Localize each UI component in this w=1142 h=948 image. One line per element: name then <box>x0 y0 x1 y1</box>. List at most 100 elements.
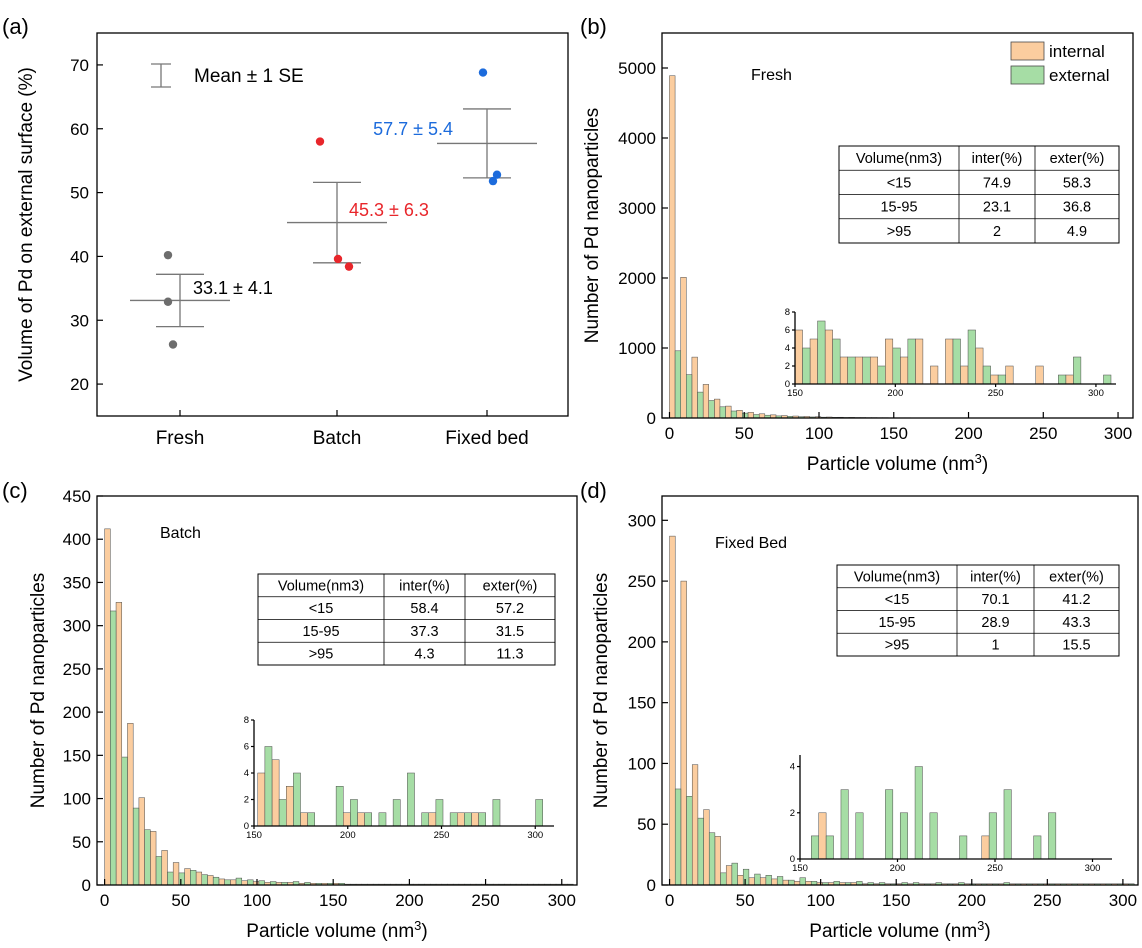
mean-se-label: 57.7 ± 5.4 <box>373 119 453 139</box>
bar-external <box>190 870 197 886</box>
x-tick-label: 300 <box>1109 891 1137 910</box>
legend-mean-se: Mean ± 1 SE <box>151 63 304 88</box>
bar-external <box>730 410 738 419</box>
table-cell: 1 <box>991 638 999 654</box>
data-point <box>478 68 488 77</box>
inset-y-tick-label: 8 <box>785 307 790 318</box>
y-tick-label: 3000 <box>618 199 656 218</box>
inset-bar-internal <box>915 338 924 385</box>
inset-bar-internal <box>428 812 437 827</box>
inset-y-tick-label: 6 <box>244 742 249 753</box>
legend-label-external: external <box>1049 66 1109 85</box>
inset-bar-external <box>952 338 961 385</box>
inset-bar-internal <box>343 812 351 827</box>
bar-external <box>742 868 750 886</box>
inset-y-tick-label: 8 <box>244 715 249 726</box>
x-tick-label: 200 <box>954 424 982 443</box>
inset-bar-external <box>899 812 908 860</box>
x-tick-label: 100 <box>805 424 833 443</box>
data-point <box>488 176 498 186</box>
bar-external <box>731 862 738 886</box>
table-header-cell: exter(%) <box>483 578 538 594</box>
bar-external <box>201 874 208 886</box>
bar-external <box>686 796 693 886</box>
y-tick-label: 50 <box>637 815 656 834</box>
y-tick-label: 40 <box>70 247 89 266</box>
table-header-cell: inter(%) <box>972 151 1023 167</box>
mean-se-label: 33.1 ± 4.1 <box>193 278 273 298</box>
table-cell: >95 <box>309 647 334 663</box>
bar-external <box>708 400 715 419</box>
y-tick-label: 100 <box>63 790 91 809</box>
table-cell: 28.9 <box>981 615 1009 631</box>
inset-y-tick-label: 4 <box>790 762 795 773</box>
inset-bar-internal <box>457 812 465 827</box>
data-point <box>163 250 173 260</box>
y-tick-label: 2000 <box>618 269 656 288</box>
y-tick-label: 60 <box>70 120 89 139</box>
bar-external <box>235 877 243 886</box>
inset-bar-external <box>478 812 486 827</box>
bar-external <box>224 879 231 886</box>
y-axis-title: Number of Pd nanoparticles <box>582 108 603 344</box>
inset-bar-external <box>811 835 819 860</box>
inset-bar-external <box>1073 356 1082 385</box>
inset-bar-internal <box>300 812 308 827</box>
panel-d: (d) 0 50 100 150 200 250 300 0 50 100 150 200 250 300 P… <box>580 478 1139 943</box>
inset-y-tick-label: 4 <box>785 343 790 354</box>
inset-x-tick-label: 150 <box>246 830 262 841</box>
bar-external <box>720 872 727 886</box>
inset-bar-external <box>350 799 358 827</box>
inset-y-tick-label: 0 <box>785 379 790 390</box>
bar-external <box>110 610 117 886</box>
inset-bar-internal <box>818 812 827 860</box>
bar-external <box>799 877 806 886</box>
table-cell: 15.5 <box>1062 638 1090 654</box>
bar-internal <box>691 356 698 419</box>
y-tick-label: 1000 <box>618 339 656 358</box>
bar-internal <box>669 535 676 886</box>
bar-external <box>144 829 151 886</box>
inset-bar-external <box>862 356 871 385</box>
bar-internal <box>172 862 180 886</box>
x-tick-label: 150 <box>882 891 910 910</box>
inset-bar-external <box>364 812 372 827</box>
x-axis-title: Particle volume (nm3) <box>809 918 990 943</box>
inset-bar-external <box>885 789 894 860</box>
inset-bar-internal <box>981 835 990 860</box>
table-cell: 15-95 <box>880 200 917 216</box>
inset-bar-internal <box>257 772 266 827</box>
summary-table: Volume(nm3) inter(%) exter(%) <15 74.9 58.3 15… <box>838 145 1120 244</box>
panel-c-frame <box>96 495 578 886</box>
table-cell: <15 <box>309 601 334 617</box>
summary-table: Volume(nm3) inter(%) exter(%) <15 70.1 41.2 15… <box>836 564 1120 657</box>
y-tick-label: 200 <box>628 633 656 652</box>
inset-bar-external <box>802 347 811 385</box>
table-cell: 2 <box>993 224 1001 240</box>
bar-external <box>708 832 716 886</box>
inset-bar-external <box>449 812 458 827</box>
x-tick-label: Fixed bed <box>445 428 528 449</box>
inset-bar-external <box>407 772 415 827</box>
table-cell: 58.4 <box>410 601 438 617</box>
inset-y-tick-label: 2 <box>790 808 795 819</box>
table-header-cell: Volume(nm3) <box>278 578 364 594</box>
inset-bar-external <box>914 766 923 860</box>
legend-label: Mean ± 1 SE <box>194 66 304 87</box>
inset-y-tick-label: 2 <box>785 361 790 372</box>
group-fixed-bed: 57.7 ± 5.4 <box>373 68 537 186</box>
inset-x-tick-label: 200 <box>340 830 356 841</box>
inset-bar-internal <box>960 365 969 385</box>
y-axis-title: Number of Pd nanoparticles <box>591 573 612 809</box>
inset-bar-internal <box>900 356 909 385</box>
inset-bar-internal <box>471 812 479 827</box>
table-cell: 4.3 <box>414 647 434 663</box>
bar-internal <box>207 875 214 886</box>
panel-b: (b)0 50 100 150 200 250 3000100020003000400050… <box>580 14 1134 475</box>
panel-a: (a) 20 30 40 50 60 70 Fresh Batch Fixed bed Volume… <box>2 14 569 449</box>
table-cell: 70.1 <box>981 592 1009 608</box>
group-fresh: 33.1 ± 4.1 <box>130 250 273 349</box>
inset-y-tick-label: 4 <box>244 768 249 779</box>
y-axis-title: Number of Pd nanoparticles <box>28 573 49 809</box>
y-tick-label: 100 <box>628 754 656 773</box>
